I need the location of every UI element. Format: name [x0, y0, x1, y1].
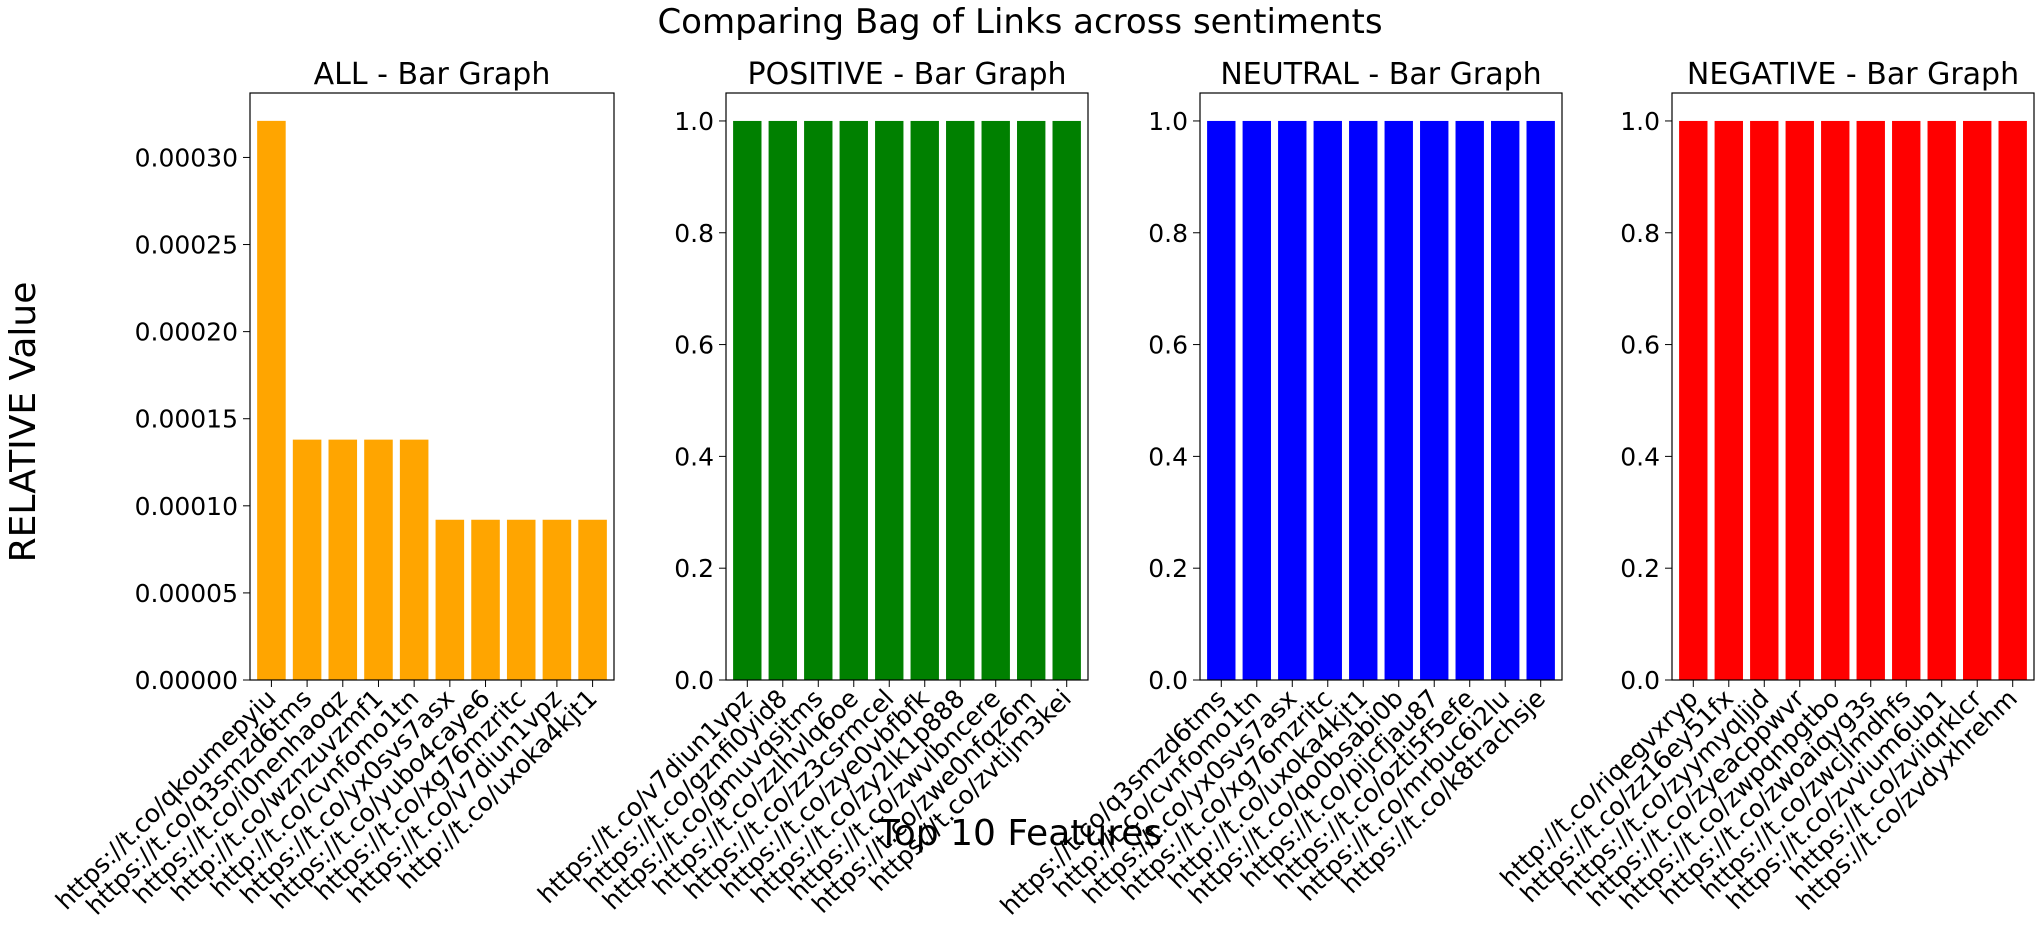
bar-positive-5 [910, 120, 939, 680]
ytick-label-neutral-2: 0.4 [1148, 442, 1188, 471]
panel-positive: POSITIVE - Bar Graph0.00.20.40.60.81.0ht… [532, 57, 1089, 919]
bar-all-0 [257, 120, 286, 681]
ytick-label-neutral-4: 0.8 [1148, 219, 1188, 248]
bar-positive-9 [1052, 120, 1081, 680]
bar-all-2 [328, 439, 358, 680]
bar-neutral-9 [1526, 120, 1555, 680]
ytick-label-negative-1: 0.2 [1620, 554, 1660, 583]
ytick-label-positive-0: 0.0 [674, 666, 714, 695]
panel-title-neutral: NEUTRAL - Bar Graph [1220, 57, 1541, 92]
bar-neutral-4 [1349, 120, 1378, 680]
ytick-label-all-6: 0.00030 [135, 143, 238, 172]
ytick-label-negative-5: 1.0 [1620, 107, 1660, 136]
bar-negative-8 [1963, 120, 1992, 680]
panel-all: ALL - Bar Graph 0.00000 0.00005 0.00010 0.00… [50, 57, 615, 921]
ytick-label-neutral-5: 1.0 [1148, 107, 1188, 136]
ytick-label-negative-2: 0.4 [1620, 442, 1660, 471]
bar-neutral-3 [1313, 120, 1342, 680]
ytick-label-positive-2: 0.4 [674, 442, 714, 471]
bar-neutral-8 [1491, 120, 1520, 680]
bar-negative-5 [1856, 120, 1885, 680]
bar-all-1 [292, 439, 322, 680]
bar-positive-8 [1017, 120, 1046, 680]
ytick-label-all-0: 0.00000 [135, 666, 238, 695]
bar-negative-2 [1750, 120, 1779, 680]
bar-negative-6 [1892, 120, 1921, 680]
y-axis-label: RELATIVE Value [3, 282, 44, 563]
figure-suptitle: Comparing Bag of Links across sentiments [657, 2, 1382, 42]
bar-neutral-6 [1420, 120, 1449, 680]
bar-positive-1 [768, 120, 797, 680]
bar-positive-0 [733, 120, 762, 680]
bar-neutral-5 [1384, 120, 1413, 680]
bar-neutral-7 [1455, 120, 1484, 680]
axes-frame-positive [725, 92, 1089, 681]
ytick-label-negative-4: 0.8 [1620, 219, 1660, 248]
bar-all-8 [542, 519, 572, 680]
bar-negative-7 [1927, 120, 1956, 680]
ytick-label-all-3: 0.00015 [135, 405, 238, 434]
bar-negative-0 [1679, 120, 1708, 680]
ytick-label-positive-5: 1.0 [674, 107, 714, 136]
axes-frame-neutral [1199, 92, 1563, 681]
bar-positive-7 [981, 120, 1010, 680]
bar-negative-9 [1998, 120, 2027, 680]
bar-positive-2 [804, 120, 833, 680]
ytick-label-positive-3: 0.6 [674, 331, 714, 360]
ytick-label-positive-1: 0.2 [674, 554, 714, 583]
ytick-label-positive-4: 0.8 [674, 219, 714, 248]
panel-title-negative: NEGATIVE - Bar Graph [1687, 57, 2019, 92]
bar-all-3 [364, 439, 393, 680]
bar-all-6 [471, 519, 500, 680]
bar-negative-1 [1714, 120, 1743, 680]
bar-negative-4 [1821, 120, 1850, 680]
panel-negative: NEGATIVE - Bar Graph0.00.20.40.60.81.0ht… [1494, 57, 2035, 916]
bar-all-9 [578, 519, 607, 680]
panel-title-all: ALL - Bar Graph [314, 57, 551, 92]
bar-all-7 [506, 519, 536, 680]
ytick-label-neutral-3: 0.6 [1148, 331, 1188, 360]
bar-neutral-0 [1207, 120, 1236, 680]
ytick-label-all-5: 0.00025 [135, 231, 238, 260]
bar-positive-6 [946, 120, 975, 680]
panel-title-positive: POSITIVE - Bar Graph [748, 57, 1067, 92]
ytick-label-neutral-0: 0.0 [1148, 666, 1188, 695]
bar-all-5 [435, 519, 465, 680]
x-axis-label: Top 10 Features [877, 813, 1162, 854]
bar-neutral-1 [1242, 120, 1271, 680]
axes-frame-all [249, 92, 615, 681]
bar-neutral-2 [1278, 120, 1307, 680]
ytick-label-all-4: 0.00020 [135, 318, 238, 347]
ytick-label-neutral-1: 0.2 [1148, 554, 1188, 583]
ytick-label-negative-3: 0.6 [1620, 331, 1660, 360]
ytick-label-all-2: 0.00010 [135, 492, 238, 521]
axes-frame-negative [1671, 92, 2035, 681]
ytick-label-negative-0: 0.0 [1620, 666, 1660, 695]
bar-positive-3 [839, 120, 868, 680]
bar-negative-3 [1785, 120, 1814, 680]
ytick-label-all-1: 0.00005 [135, 579, 238, 608]
bar-positive-4 [875, 120, 904, 680]
bar-all-4 [399, 439, 429, 680]
